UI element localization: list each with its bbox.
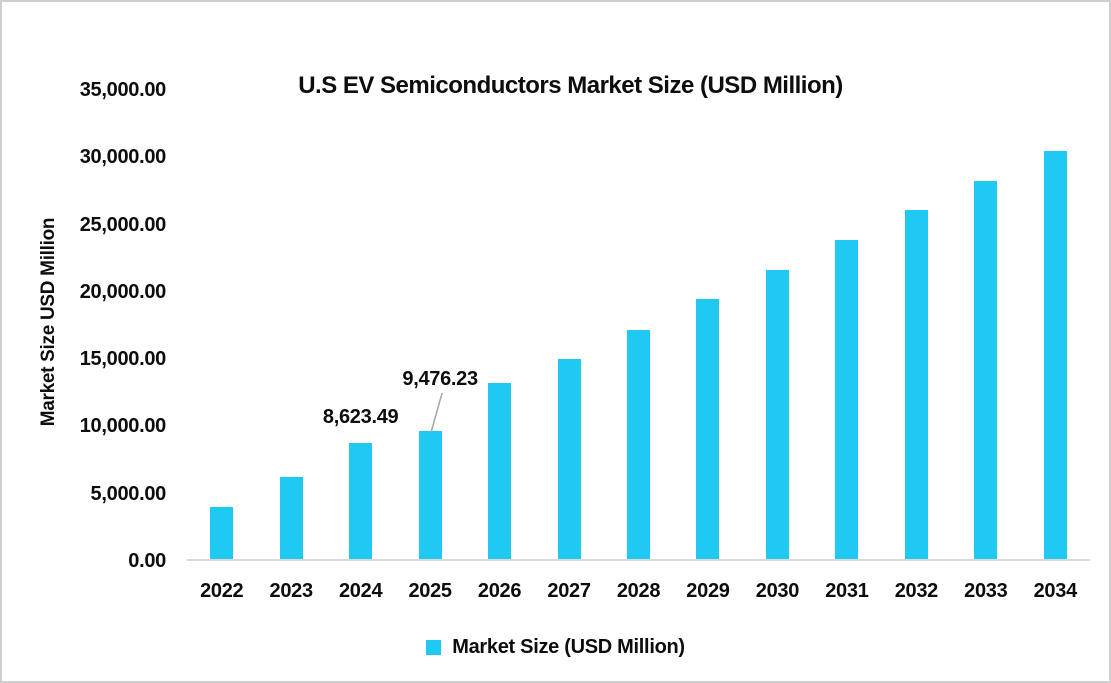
x-tick-2028: 2028 [616, 580, 661, 602]
x-tick-2032: 2032 [894, 580, 939, 602]
y-tick-3000000: 30,000.00 [79, 146, 167, 168]
bar-2029 [696, 299, 720, 559]
legend-label: Market Size (USD Million) [452, 636, 685, 658]
legend: Market Size (USD Million) [2, 636, 1109, 659]
x-tick-2024: 2024 [338, 580, 383, 602]
legend-swatch-icon [426, 640, 442, 655]
bar-2033 [974, 181, 998, 559]
y-tick-1500000: 15,000.00 [79, 348, 167, 370]
y-axis-title: Market Size USD Million [38, 217, 59, 427]
bar-2025 [418, 431, 442, 559]
x-tick-2030: 2030 [755, 580, 800, 602]
y-tick-3500000: 35,000.00 [79, 79, 167, 101]
data-label-2024: 8,623.49 [322, 406, 399, 428]
y-tick-2500000: 25,000.00 [79, 214, 167, 236]
plot-area [187, 90, 1090, 561]
bar-2027 [557, 359, 581, 559]
x-tick-2025: 2025 [408, 580, 452, 602]
bar-2034 [1043, 151, 1067, 559]
y-tick-2000000: 20,000.00 [79, 281, 167, 303]
x-tick-2026: 2026 [477, 580, 522, 602]
y-tick-000: 0.00 [128, 550, 166, 572]
y-tick-1000000: 10,000.00 [79, 415, 167, 437]
x-tick-2033: 2033 [964, 580, 1008, 602]
x-tick-2029: 2029 [686, 580, 730, 602]
bar-2032 [904, 210, 928, 559]
x-tick-2022: 2022 [200, 580, 244, 602]
bar-2026 [488, 383, 512, 559]
x-tick-2031: 2031 [825, 580, 869, 602]
x-tick-2023: 2023 [269, 580, 314, 602]
x-tick-2027: 2027 [547, 580, 591, 602]
bar-2022 [210, 507, 234, 559]
y-tick-500000: 5,000.00 [90, 483, 167, 505]
bar-2024 [349, 443, 373, 559]
bar-2028 [627, 330, 650, 559]
x-tick-2034: 2034 [1033, 580, 1078, 602]
bar-2030 [765, 270, 789, 559]
bar-2031 [835, 240, 859, 559]
chart-title: U.S EV Semiconductors Market Size (USD M… [298, 72, 843, 99]
data-label-2025: 9,476.23 [402, 368, 478, 390]
bar-2023 [279, 477, 303, 559]
